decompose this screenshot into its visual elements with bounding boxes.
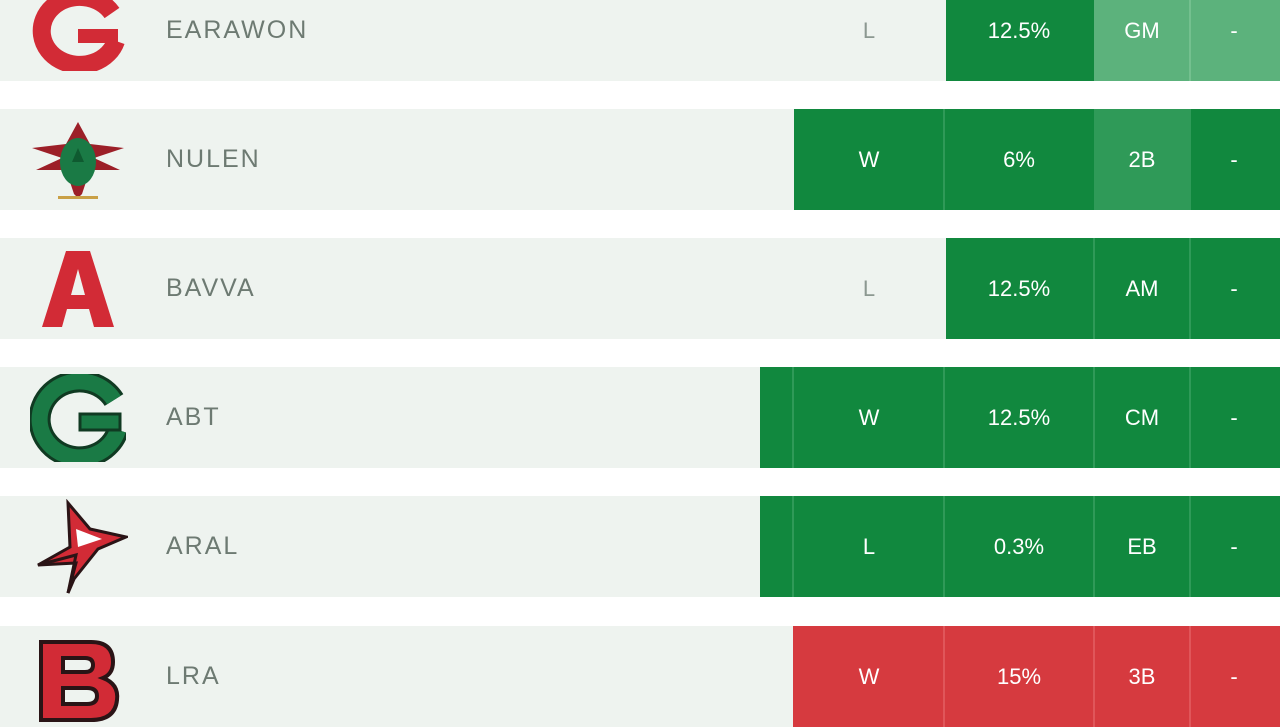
extra-cell: -	[1230, 276, 1238, 301]
column-divider	[1093, 238, 1095, 339]
column-divider	[943, 367, 945, 468]
row-highlight	[760, 367, 1280, 468]
percentage-cell: 6%	[1003, 147, 1035, 172]
a-letter-red-icon	[20, 238, 136, 339]
extra-cell: -	[1230, 18, 1238, 43]
percentage-cell: 15%	[996, 664, 1042, 689]
column-divider	[1189, 0, 1191, 81]
percentage-cell: 12.5%	[987, 18, 1051, 43]
team-name: ARAL	[166, 532, 240, 560]
column-divider	[943, 109, 945, 210]
extra-cell: -	[1230, 147, 1238, 172]
row-highlight-alt	[1094, 109, 1190, 210]
column-divider	[1189, 238, 1191, 339]
table-row[interactable]: ARAL L 0.3% EB -	[0, 496, 1280, 597]
cardinal-head-icon	[20, 496, 136, 597]
code-cell: 3B	[1128, 664, 1156, 689]
column-divider	[1189, 367, 1191, 468]
extra-cell: -	[1230, 405, 1238, 430]
table-row[interactable]: BAVVA L 12.5% AM -	[0, 238, 1280, 339]
team-name: ABT	[166, 403, 221, 431]
row-highlight	[794, 109, 1280, 210]
row-highlight	[760, 496, 1280, 597]
column-divider	[1093, 367, 1095, 468]
bird-emblem-icon	[20, 109, 136, 210]
row-highlight	[946, 238, 1280, 339]
code-cell: EB	[1127, 534, 1157, 559]
team-name: EARAWON	[166, 16, 309, 44]
percentage-cell: 12.5%	[987, 405, 1051, 430]
row-highlight-red	[793, 626, 1280, 727]
column-divider	[792, 367, 794, 468]
extra-cell: -	[1230, 534, 1238, 559]
result-cell: L	[862, 534, 876, 559]
column-divider	[1189, 109, 1191, 210]
table-row[interactable]: NULEN W 6% 2B -	[0, 109, 1280, 210]
team-name: NULEN	[166, 145, 261, 173]
result-cell: W	[858, 147, 880, 172]
code-cell: 2B	[1128, 147, 1156, 172]
column-divider	[943, 496, 945, 597]
code-cell: CM	[1124, 405, 1160, 430]
column-divider	[792, 496, 794, 597]
column-divider	[1189, 496, 1191, 597]
result-cell: W	[858, 664, 880, 689]
column-divider	[1189, 626, 1191, 727]
row-highlight-pale	[1094, 0, 1280, 81]
b-letter-red-icon	[20, 626, 136, 727]
column-divider	[1093, 496, 1095, 597]
code-cell: AM	[1125, 276, 1159, 301]
percentage-cell: 0.3%	[993, 534, 1045, 559]
extra-cell: -	[1230, 664, 1238, 689]
g-letter-red-icon	[20, 0, 136, 81]
team-name: BAVVA	[166, 274, 256, 302]
table-row[interactable]: LRA W 15% 3B -	[0, 626, 1280, 727]
column-divider	[943, 626, 945, 727]
percentage-cell: 12.5%	[987, 276, 1051, 301]
result-cell: L	[862, 18, 876, 43]
column-divider	[1093, 626, 1095, 727]
code-cell: GM	[1124, 18, 1160, 43]
team-name: LRA	[166, 662, 221, 690]
result-cell: W	[858, 405, 880, 430]
table-row[interactable]: ABT W 12.5% CM -	[0, 367, 1280, 468]
result-cell: L	[862, 276, 876, 301]
table-row[interactable]: EARAWON L 12.5% GM -	[0, 0, 1280, 81]
g-letter-green-icon	[20, 367, 136, 468]
